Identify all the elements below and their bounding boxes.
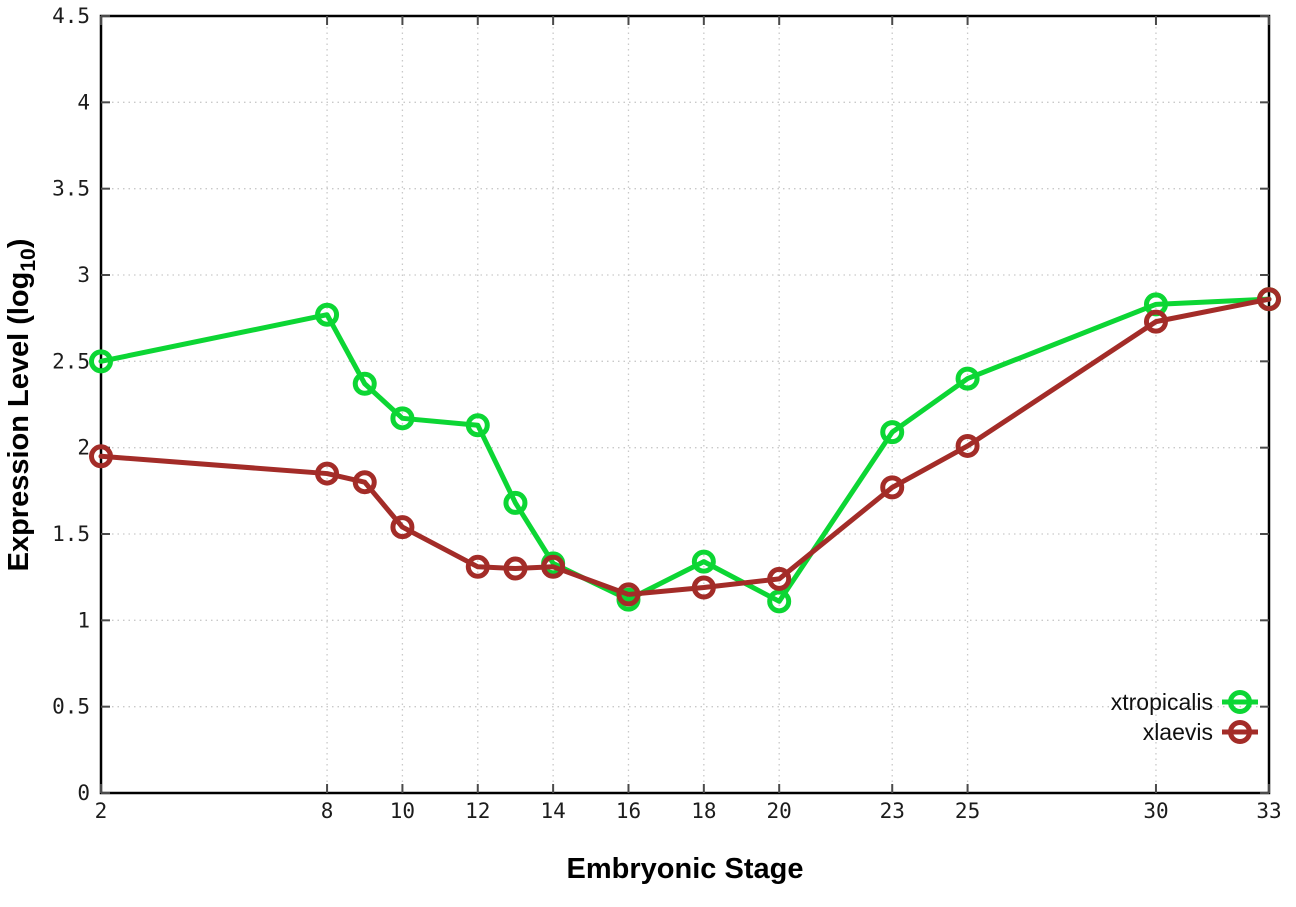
legend-sample-xlaevis-icon — [1222, 720, 1258, 744]
y-axis-title: Expression Level (log10) — [3, 239, 40, 572]
legend-marker-xtropicalis — [1228, 690, 1252, 714]
x-tick-label: 23 — [880, 799, 905, 823]
data-point-xlaevis — [691, 575, 716, 600]
x-tick-label: 25 — [955, 799, 980, 823]
y-tick-label: 3.5 — [52, 177, 90, 201]
legend-label-xtropicalis: xtropicalis — [1111, 689, 1213, 715]
series-line-xlaevis — [98, 296, 1272, 597]
y-axis-title-close: ) — [3, 239, 35, 249]
data-point-xlaevis — [541, 554, 566, 579]
data-point-xlaevis — [390, 515, 415, 540]
y-tick-label: 3 — [77, 263, 90, 287]
data-point-xlaevis — [880, 475, 905, 500]
data-point-xtropicalis — [767, 589, 792, 614]
grid-layer — [101, 16, 1269, 793]
y-tick-label: 1.5 — [52, 522, 90, 546]
series-layer — [89, 287, 1281, 614]
y-tick-label: 4.5 — [52, 4, 90, 28]
legend-sample-xtropicalis-icon — [1222, 690, 1258, 714]
series-line-xtropicalis — [98, 296, 1272, 604]
data-point-xlaevis — [955, 433, 980, 458]
data-point-xlaevis — [89, 444, 113, 469]
axis-layer: 2 8 10 12 14 16 18 20 23 25 30 33 0 0.5 1 1.5 2 2.5 3 3.5 4 4… — [52, 4, 1282, 823]
data-point-xlaevis — [1257, 287, 1281, 312]
y-tick-label: 4 — [77, 90, 90, 114]
x-tick-label: 30 — [1143, 799, 1168, 823]
y-axis-title-subscript: 10 — [17, 248, 40, 271]
data-point-xlaevis — [465, 554, 490, 579]
y-tick-label: 0.5 — [52, 695, 90, 719]
data-point-xtropicalis — [315, 302, 340, 327]
x-tick-label: 2 — [95, 799, 108, 823]
x-axis-title: Embryonic Stage — [567, 853, 804, 885]
data-point-xtropicalis — [880, 420, 905, 445]
data-point-xtropicalis — [390, 406, 415, 431]
data-point-xlaevis — [767, 566, 792, 591]
data-point-xtropicalis — [691, 549, 716, 574]
data-point-xlaevis — [616, 582, 641, 607]
plot-border — [99, 14, 1271, 795]
data-point-xlaevis — [503, 556, 528, 581]
y-tick-label: 2 — [77, 436, 90, 460]
data-point-xtropicalis — [955, 366, 980, 391]
y-tick-label: 1 — [77, 608, 90, 632]
x-tick-label: 10 — [390, 799, 415, 823]
legend-marker-xlaevis — [1228, 720, 1252, 744]
x-tick-label: 12 — [465, 799, 490, 823]
data-point-xtropicalis — [503, 490, 528, 515]
x-tick-label: 8 — [321, 799, 334, 823]
legend: xtropicalis xlaevis — [1111, 689, 1258, 745]
legend-label-xlaevis: xlaevis — [1143, 719, 1213, 745]
x-tick-label: 20 — [767, 799, 792, 823]
data-point-xtropicalis — [352, 371, 377, 396]
x-tick-label: 33 — [1256, 799, 1281, 823]
data-point-xtropicalis — [89, 349, 113, 374]
data-point-xlaevis — [1143, 309, 1168, 334]
y-tick-label: 2.5 — [52, 349, 90, 373]
data-point-xtropicalis — [465, 413, 490, 438]
data-point-xlaevis — [315, 461, 340, 486]
x-tick-label: 14 — [540, 799, 565, 823]
data-point-xlaevis — [352, 470, 377, 495]
y-axis-title-main: Expression Level (log — [3, 272, 35, 572]
x-tick-label: 16 — [616, 799, 641, 823]
x-tick-label: 18 — [691, 799, 716, 823]
y-tick-label: 0 — [77, 781, 90, 805]
